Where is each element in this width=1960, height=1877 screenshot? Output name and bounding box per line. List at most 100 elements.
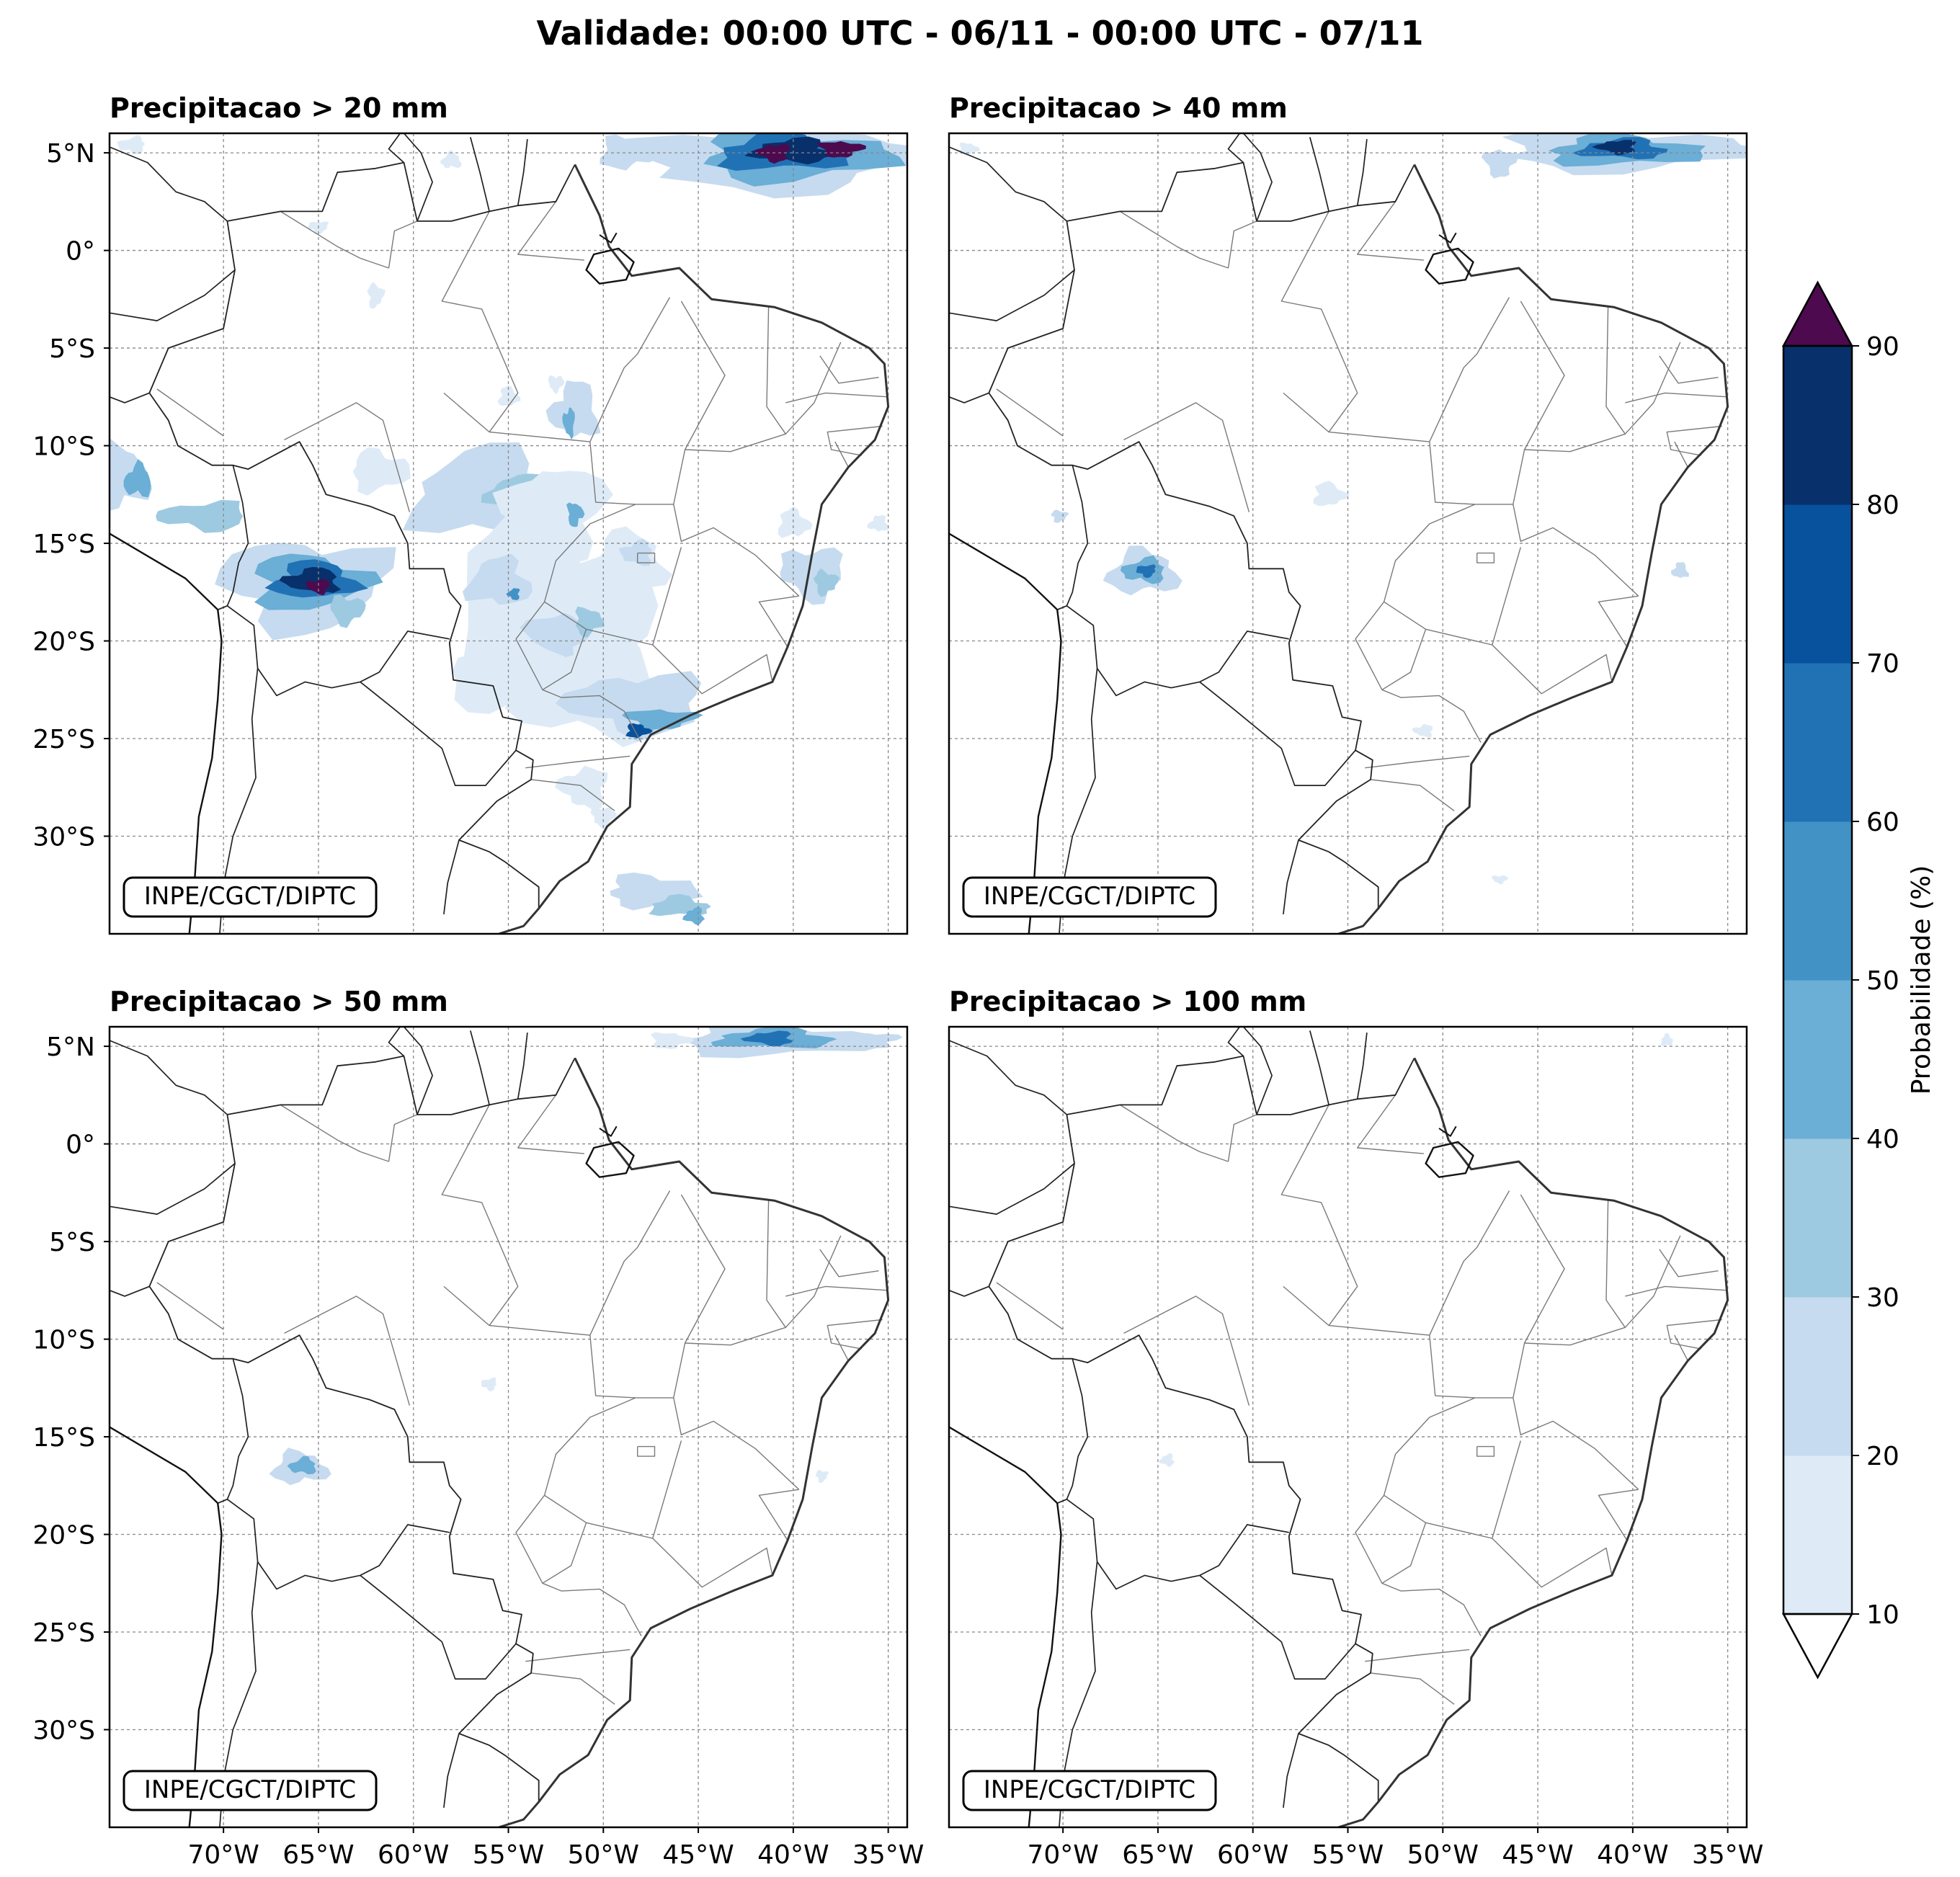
- colorbar-segment: [1783, 504, 1852, 664]
- state-border: [1429, 442, 1476, 505]
- brazil-border: [148, 1055, 576, 1802]
- state-border: [1383, 504, 1476, 602]
- probability-area: [1159, 1453, 1175, 1468]
- country-border: [1283, 839, 1299, 915]
- lat-tick-label: 15°S: [32, 530, 95, 559]
- state-border: [785, 1285, 888, 1297]
- country-border: [469, 137, 490, 212]
- state-border: [637, 1445, 656, 1457]
- country-border: [949, 1163, 1075, 1215]
- coastline: [498, 164, 890, 934]
- state-border: [1383, 1397, 1476, 1496]
- probability-area: [650, 1032, 695, 1049]
- state-border: [1429, 297, 1510, 442]
- lon-tick-label: 35°W: [852, 1840, 924, 1870]
- state-border: [589, 442, 636, 505]
- lat-tick-label: 30°S: [32, 823, 95, 852]
- state-border: [1625, 1285, 1728, 1297]
- probability-area: [1592, 140, 1636, 156]
- state-border: [542, 689, 642, 743]
- gridlines: [110, 133, 907, 934]
- state-border: [1357, 1094, 1424, 1154]
- lat-tick-label: 10°S: [32, 1326, 95, 1355]
- lat-tick-label: 30°S: [32, 1716, 95, 1746]
- probability-area: [1136, 564, 1157, 579]
- state-border: [1476, 1445, 1495, 1457]
- lat-tick-label: 5°N: [46, 139, 95, 169]
- state-border: [785, 1235, 842, 1328]
- gridlines: [110, 1027, 907, 1827]
- colorbar-tick-label: 60: [1866, 808, 1899, 837]
- lat-tick-label: 10°S: [32, 432, 95, 462]
- country-border: [1283, 1733, 1299, 1809]
- country-border: [517, 139, 528, 206]
- state-border: [531, 779, 615, 811]
- state-border: [1280, 1105, 1358, 1327]
- map-panel: Precipitacao > 50 mm INPE/CGCT/DIPTC 5°N 0°…: [32, 986, 924, 1870]
- probability-area: [610, 872, 703, 911]
- probability-area: [156, 499, 244, 533]
- country-border: [949, 1285, 989, 1297]
- country-border: [1242, 133, 1273, 222]
- state-border: [785, 392, 888, 404]
- probability-area: [440, 150, 462, 169]
- lat-tick-label: 5°S: [49, 1228, 95, 1257]
- state-border: [758, 1489, 799, 1541]
- lon-tick-label: 65°W: [282, 1840, 354, 1870]
- state-border: [1384, 1440, 1521, 1539]
- pacific-coastline: [110, 1426, 223, 1827]
- state-border: [1666, 1319, 1722, 1350]
- state-border: [525, 755, 631, 769]
- probability-field: [958, 133, 1747, 885]
- probability-area: [575, 606, 605, 638]
- state-border: [1365, 1649, 1470, 1662]
- probability-area: [117, 135, 145, 155]
- probability-area: [778, 506, 813, 538]
- probability-area: [682, 906, 705, 926]
- lon-tick-label: 70°W: [1027, 1840, 1098, 1870]
- state-border: [1598, 1489, 1639, 1541]
- state-border: [517, 1094, 584, 1154]
- lat-tick-label: 15°S: [32, 1423, 95, 1453]
- state-border: [1357, 201, 1424, 261]
- coastline: [1337, 1057, 1729, 1827]
- lon-tick-label: 70°W: [187, 1840, 259, 1870]
- probability-area: [813, 568, 840, 597]
- state-border: [1674, 441, 1688, 468]
- state-border: [542, 1582, 642, 1636]
- probability-area: [1051, 509, 1069, 523]
- state-border: [280, 210, 389, 269]
- state-border: [1513, 1397, 1639, 1490]
- probability-area: [832, 1033, 903, 1050]
- country-border: [1227, 133, 1244, 164]
- state-border: [543, 504, 636, 602]
- colorbar-tick-label: 70: [1866, 649, 1899, 679]
- country-border: [217, 1499, 228, 1504]
- panel-title: Precipitacao > 40 mm: [949, 92, 1288, 124]
- colorbar-tick-label: 40: [1866, 1125, 1899, 1154]
- lat-tick-label: 20°S: [32, 1521, 95, 1551]
- country-border: [517, 1033, 528, 1100]
- state-border: [589, 297, 671, 442]
- gridlines: [949, 1027, 1747, 1827]
- state-border: [388, 1114, 418, 1162]
- state-border: [1280, 211, 1358, 433]
- map-panel: Precipitacao > 100 mm INPE/CGCT/DIPTC 70°W…: [948, 986, 1763, 1870]
- lon-tick-label: 50°W: [568, 1840, 639, 1870]
- coastline: [1337, 164, 1729, 934]
- state-border: [544, 547, 682, 646]
- state-border: [1598, 595, 1639, 648]
- country-border: [110, 269, 236, 321]
- country-border: [1309, 1030, 1329, 1105]
- pacific-coastline: [110, 532, 223, 934]
- watermark-box: [122, 1770, 378, 1811]
- probability-area: [548, 375, 565, 395]
- lon-tick-label: 35°W: [1692, 1840, 1763, 1870]
- state-border: [156, 388, 224, 437]
- state-border: [156, 1282, 224, 1330]
- probability-area: [1412, 723, 1433, 738]
- state-border: [589, 1190, 671, 1336]
- state-border: [1384, 547, 1521, 646]
- state-border: [673, 504, 800, 597]
